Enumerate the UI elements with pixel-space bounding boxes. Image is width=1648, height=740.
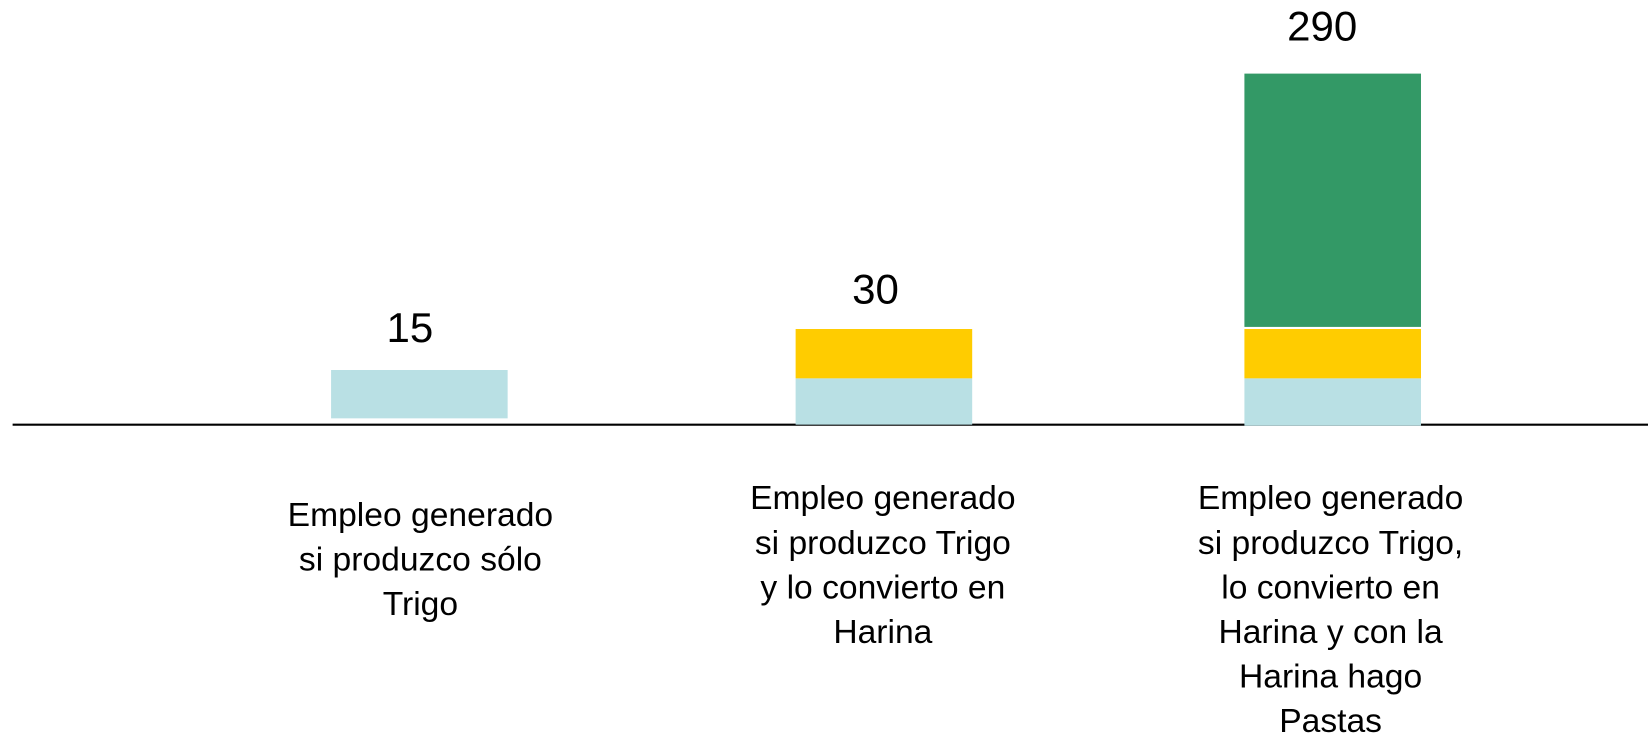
category-label-line: Empleo generado [750,480,1015,517]
category-label-line: Harina [833,614,932,651]
category-label-line: Trigo [383,586,458,623]
category-labels: Empleo generado si produzco sólo Trigo Empl… [288,480,1464,740]
category-label-line: si produzco Trigo, [1198,525,1463,562]
trigo-block [1244,378,1421,426]
category-label-line: Pastas [1279,703,1382,740]
category-label-line: si produzco sólo [299,542,542,579]
value-label: 290 [1287,3,1357,50]
category-label-line: Empleo generado [288,497,553,534]
harina-block [795,329,973,379]
category-label-line: y lo convierto en [760,569,1005,606]
harina-block [1244,329,1421,379]
category-label-line: lo convierto en [1221,569,1440,606]
value-label: 30 [852,265,899,312]
category-label-line: Harina hago [1239,658,1422,695]
category-label-line: si produzco Trigo [755,525,1011,562]
category-label-line: Empleo generado [1198,480,1463,517]
pastas-block [1244,73,1421,327]
trigo-block [331,370,508,419]
category-label-line: Harina y con la [1218,614,1443,651]
value-label: 15 [387,304,434,351]
trigo-block [795,378,973,425]
